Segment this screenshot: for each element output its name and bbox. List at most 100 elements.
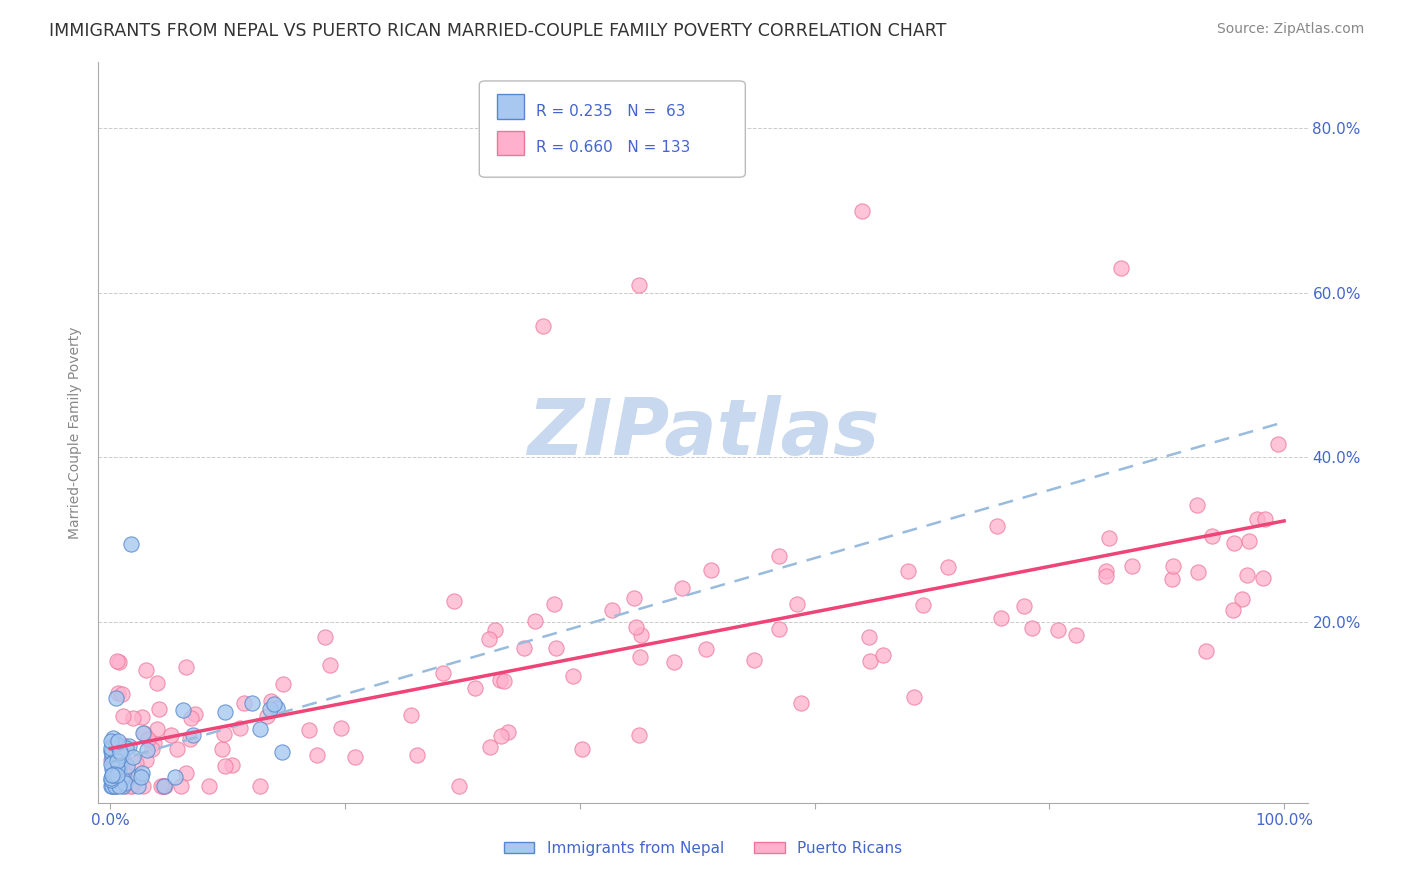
Point <box>136 743 159 757</box>
Point <box>179 732 201 747</box>
Point <box>1064 627 1087 641</box>
Point <box>114 779 136 793</box>
Point <box>101 770 124 784</box>
Point <box>464 681 486 695</box>
Point <box>478 632 501 647</box>
Point <box>260 694 283 708</box>
Point <box>319 658 342 673</box>
Point <box>543 598 565 612</box>
Point <box>512 641 534 656</box>
Point <box>111 738 134 752</box>
Point <box>531 318 554 333</box>
Point <box>132 779 155 793</box>
Point <box>118 739 141 754</box>
Point <box>1201 529 1223 543</box>
Point <box>172 703 194 717</box>
Point <box>443 594 465 608</box>
Point <box>160 728 183 742</box>
Point <box>105 754 128 768</box>
Point <box>110 747 132 762</box>
Point <box>128 769 150 783</box>
Point <box>986 518 1008 533</box>
Point <box>314 630 336 644</box>
Point <box>135 663 157 677</box>
Point <box>111 771 134 785</box>
Point <box>938 560 960 574</box>
Point <box>662 656 685 670</box>
Point <box>136 731 159 746</box>
Point <box>630 628 652 642</box>
Point <box>259 701 281 715</box>
Point <box>131 709 153 723</box>
Point <box>103 731 125 745</box>
Point <box>256 708 278 723</box>
Point <box>135 752 157 766</box>
Point <box>100 779 122 793</box>
Point <box>600 603 623 617</box>
Point <box>523 614 546 628</box>
Point <box>897 564 920 578</box>
Point <box>912 598 935 612</box>
Point <box>212 727 235 741</box>
Point <box>104 691 127 706</box>
Point <box>1253 511 1275 525</box>
Point <box>786 597 808 611</box>
Point <box>118 779 141 793</box>
Point <box>152 779 174 793</box>
Point <box>768 549 790 563</box>
Point <box>858 630 880 644</box>
Point <box>165 770 187 784</box>
Point <box>111 687 134 701</box>
Point <box>104 779 127 793</box>
Point <box>197 779 219 793</box>
Point <box>180 711 202 725</box>
Point <box>101 762 124 776</box>
Point <box>181 729 204 743</box>
Point <box>108 739 131 753</box>
Point <box>103 754 125 768</box>
Point <box>859 653 882 667</box>
Point <box>101 771 124 785</box>
Point <box>122 711 145 725</box>
Point <box>120 536 142 550</box>
Point <box>232 696 254 710</box>
Point <box>399 707 422 722</box>
Point <box>488 673 510 687</box>
Point <box>174 765 197 780</box>
Point <box>214 706 236 720</box>
Point <box>1098 531 1121 545</box>
Point <box>249 722 271 736</box>
Point <box>143 735 166 749</box>
Point <box>626 620 648 634</box>
Point <box>131 765 153 780</box>
Point <box>1185 498 1208 512</box>
Point <box>184 706 207 721</box>
Point <box>494 674 516 689</box>
Point <box>903 690 925 705</box>
Point <box>132 725 155 739</box>
Point <box>1121 559 1143 574</box>
Point <box>103 766 125 780</box>
Point <box>628 650 651 665</box>
Point <box>211 742 233 756</box>
Point <box>1095 569 1118 583</box>
Point <box>1021 621 1043 635</box>
Point <box>100 734 122 748</box>
Point <box>101 768 124 782</box>
Point <box>768 622 790 636</box>
Point <box>432 666 454 681</box>
Point <box>671 581 693 595</box>
Text: R = 0.235   N =  63: R = 0.235 N = 63 <box>536 103 686 119</box>
Point <box>221 758 243 772</box>
Point <box>872 648 894 662</box>
Point <box>148 702 170 716</box>
Point <box>108 740 131 755</box>
Point <box>152 779 174 793</box>
Point <box>270 746 292 760</box>
Text: ZIPatlas: ZIPatlas <box>527 394 879 471</box>
Point <box>305 747 328 762</box>
Point <box>111 779 134 793</box>
Text: Source: ZipAtlas.com: Source: ZipAtlas.com <box>1216 22 1364 37</box>
Point <box>141 742 163 756</box>
Point <box>103 765 125 780</box>
